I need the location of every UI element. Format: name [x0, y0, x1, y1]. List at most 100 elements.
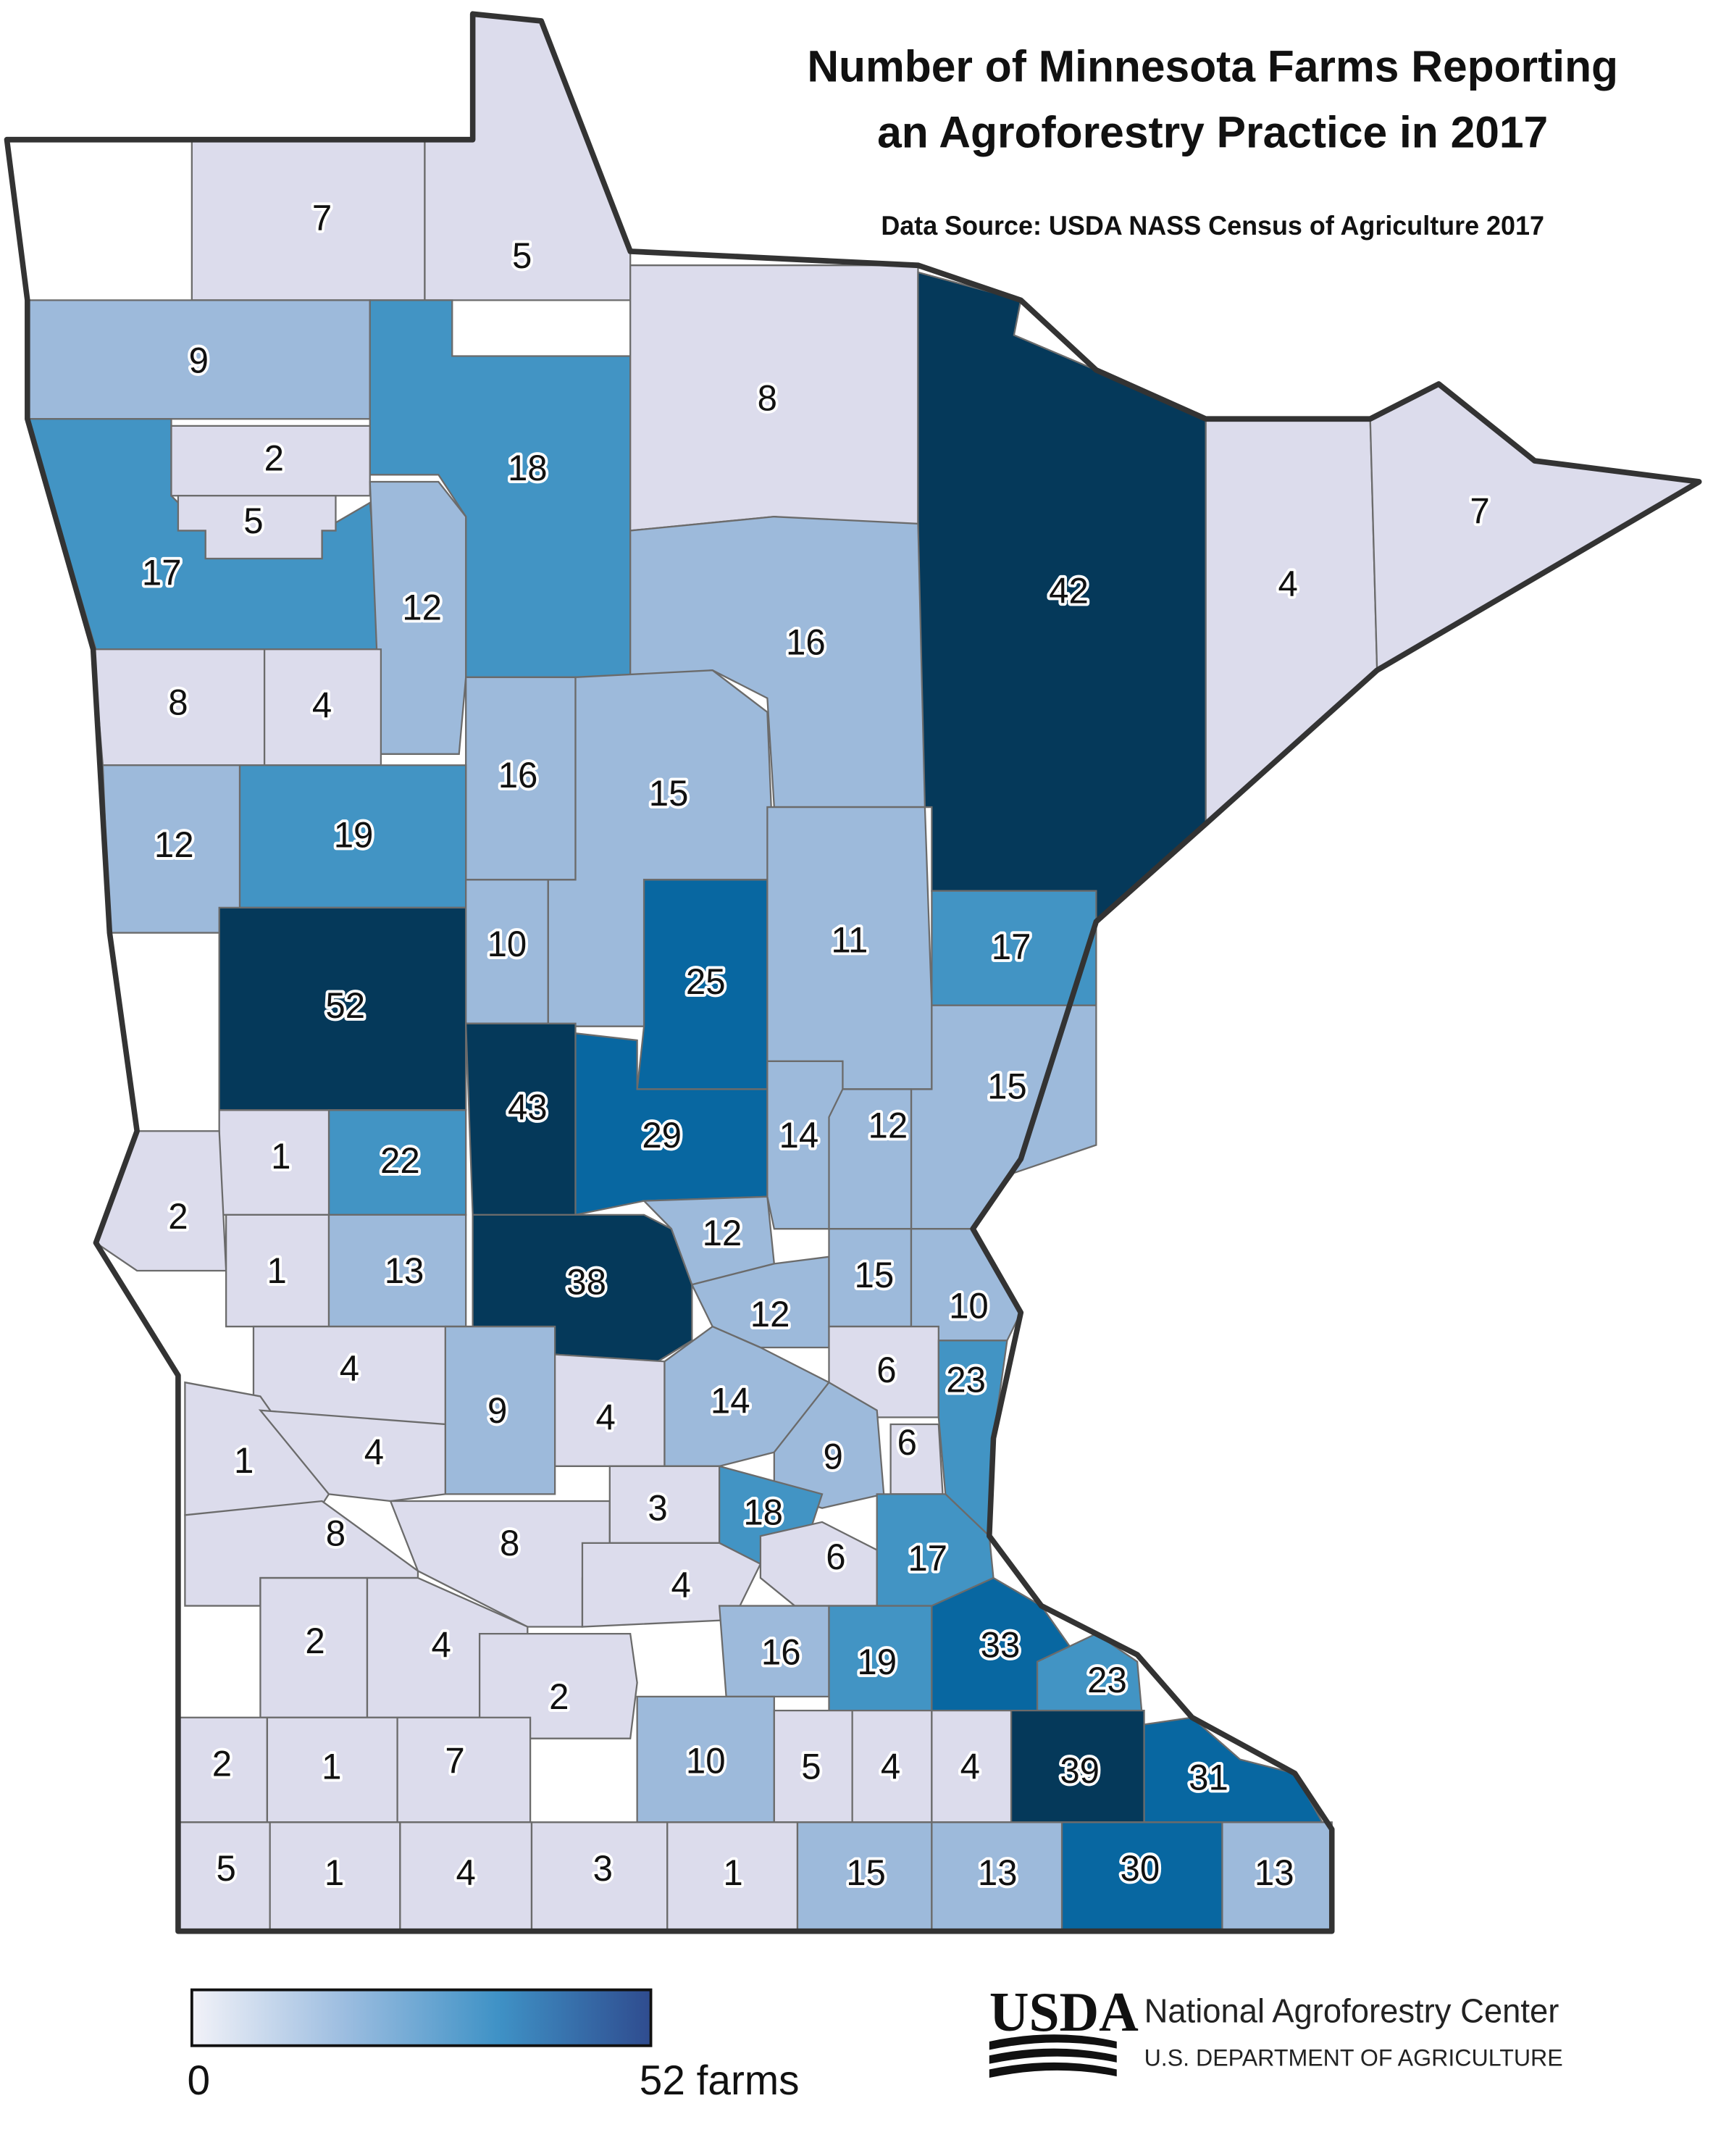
- county-value-label: 1: [322, 1746, 341, 1787]
- county: [910, 1004, 1097, 1230]
- county-value-label: 8: [500, 1523, 519, 1564]
- county-value-label: 8: [168, 682, 188, 723]
- usda-logo: USDA: [989, 1981, 1139, 2043]
- state-outline: [4, 11, 1702, 1934]
- org-name: National Agroforestry Center: [1144, 1992, 1559, 2029]
- county-value-label: 1: [324, 1852, 344, 1893]
- county-value-label: 2: [212, 1743, 232, 1784]
- county-value-label: 5: [216, 1848, 235, 1889]
- county-value-label: 15: [649, 772, 689, 814]
- county-value-label: 1: [271, 1136, 290, 1177]
- county-value-label: 2: [168, 1195, 188, 1237]
- county-value-label: 9: [487, 1390, 507, 1431]
- county-value-label: 13: [978, 1852, 1018, 1893]
- county-value-label: 12: [750, 1293, 790, 1334]
- county-value-label: 4: [340, 1348, 359, 1390]
- logo-stripes: [989, 2034, 1117, 2078]
- county-value-label: 4: [364, 1432, 384, 1473]
- county: [258, 1409, 446, 1503]
- county-value-label: 1: [267, 1250, 286, 1292]
- county-value-label: 31: [1189, 1757, 1228, 1798]
- county-value-label: 8: [326, 1513, 346, 1554]
- county-value-label: 12: [154, 824, 194, 866]
- county-value-label: 52: [325, 985, 365, 1026]
- county-value-label: 7: [445, 1740, 464, 1781]
- legend-tick-label: 0: [188, 2057, 211, 2105]
- county-value-label: 6: [876, 1350, 896, 1391]
- county-value-label: 7: [1470, 490, 1489, 532]
- subtitle: Data Source: USDA NASS Census of Agricul…: [881, 211, 1544, 241]
- title-line: Number of Minnesota Farms Reporting: [807, 41, 1618, 91]
- legend-tick-label: 52 farms: [640, 2057, 800, 2105]
- county-value-label: 5: [512, 235, 532, 276]
- county-value-label: 17: [908, 1538, 947, 1579]
- county-value-label: 6: [897, 1422, 917, 1463]
- county-value-label: 12: [402, 587, 442, 628]
- county-value-label: 4: [671, 1564, 691, 1605]
- county-value-label: 10: [686, 1740, 726, 1781]
- county-value-label: 4: [456, 1852, 476, 1893]
- county-value-label: 18: [508, 447, 548, 488]
- county-value-label: 10: [949, 1285, 989, 1326]
- county-value-label: 30: [1121, 1848, 1160, 1889]
- county-value-label: 23: [1087, 1659, 1127, 1700]
- county-value-label: 6: [826, 1537, 845, 1578]
- county-value-label: 25: [686, 961, 726, 1003]
- county-value-label: 43: [508, 1087, 548, 1128]
- county: [1143, 1716, 1324, 1823]
- county-value-label: 1: [234, 1440, 254, 1482]
- county-value-label: 42: [1049, 570, 1089, 611]
- county-value-label: 19: [334, 814, 374, 856]
- county-value-label: 2: [264, 438, 284, 479]
- county-value-label: 15: [855, 1254, 895, 1295]
- county-value-label: 16: [761, 1631, 801, 1673]
- title-line: an Agroforestry Practice in 2017: [877, 107, 1548, 157]
- county-value-label: 13: [385, 1250, 424, 1292]
- county-value-label: 13: [1255, 1852, 1294, 1893]
- county: [190, 138, 426, 301]
- county-value-label: 8: [758, 377, 777, 419]
- county-value-label: 23: [946, 1359, 986, 1400]
- county-value-label: 2: [549, 1676, 569, 1718]
- county-value-label: 9: [189, 340, 209, 381]
- county-value-label: 19: [857, 1641, 897, 1682]
- county-value-label: 18: [743, 1492, 783, 1533]
- county-value-label: 17: [992, 926, 1031, 967]
- county-value-label: 4: [431, 1624, 451, 1666]
- county-value-label: 4: [595, 1397, 615, 1438]
- county-value-label: 4: [960, 1746, 980, 1787]
- county-value-label: 15: [846, 1852, 886, 1893]
- dept-name: U.S. DEPARTMENT OF AGRICULTURE: [1144, 2044, 1563, 2071]
- county-value-label: 1: [723, 1852, 742, 1893]
- county-value-label: 29: [642, 1115, 682, 1156]
- county-value-label: 9: [823, 1436, 842, 1477]
- county-value-label: 3: [648, 1487, 667, 1529]
- county: [581, 1542, 762, 1628]
- legend-bar: [190, 1988, 653, 2047]
- county-value-label: 2: [305, 1620, 324, 1661]
- county-value-label: 16: [786, 622, 826, 663]
- county-value-label: 4: [881, 1746, 900, 1787]
- county-value-label: 12: [703, 1213, 742, 1254]
- county-value-label: 4: [312, 685, 332, 726]
- county: [177, 495, 337, 560]
- county-value-label: 12: [868, 1105, 908, 1146]
- county: [252, 1325, 474, 1426]
- county-value-label: 5: [801, 1746, 821, 1787]
- county: [95, 1130, 227, 1272]
- county-value-label: 16: [498, 754, 538, 795]
- county-value-label: 22: [380, 1140, 420, 1181]
- county: [1205, 418, 1378, 826]
- county-value-label: 14: [711, 1380, 750, 1421]
- county-value-label: 38: [566, 1261, 606, 1303]
- county-value-label: 15: [987, 1066, 1027, 1107]
- county-value-label: 17: [142, 552, 182, 593]
- counties: [26, 12, 1702, 1932]
- county-value-label: 14: [779, 1115, 819, 1156]
- county-value-label: 7: [312, 197, 332, 238]
- county-value-label: 10: [487, 924, 527, 965]
- county-value-label: 3: [593, 1848, 613, 1889]
